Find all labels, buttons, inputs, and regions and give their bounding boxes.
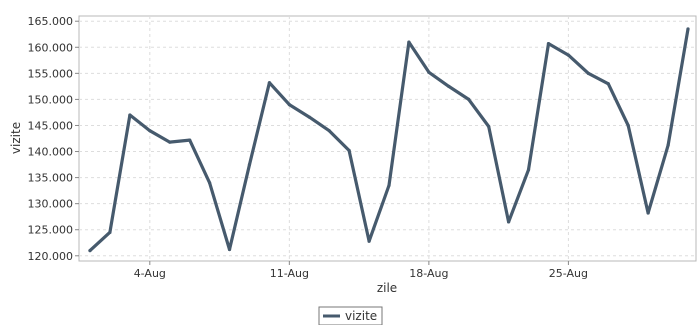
data-point — [88, 248, 92, 253]
x-tick-label: 11-Aug — [270, 267, 309, 280]
data-point — [168, 140, 172, 144]
data-point — [387, 183, 391, 188]
x-tick-label: 4-Aug — [134, 267, 166, 280]
data-point — [327, 129, 331, 133]
x-axis-label: zile — [377, 281, 397, 295]
y-tick-label: 135.000 — [28, 172, 74, 185]
y-tick-label: 130.000 — [28, 198, 74, 211]
data-point — [247, 162, 252, 167]
data-point — [267, 81, 271, 85]
data-point — [447, 84, 451, 88]
data-point — [307, 115, 311, 119]
y-tick-label: 160.000 — [28, 41, 74, 54]
x-axis: 4-Aug 11-Aug 18-Aug 25-Aug — [134, 261, 588, 280]
plot-area — [78, 15, 697, 262]
data-point — [227, 247, 232, 252]
y-tick-label: 140.000 — [28, 146, 74, 159]
data-point — [626, 123, 630, 128]
legend-label: vizite — [345, 309, 377, 323]
x-tick-label: 25-Aug — [549, 267, 588, 280]
series-layer — [88, 27, 690, 253]
grid-lines — [79, 16, 696, 261]
y-tick-label: 155.000 — [28, 67, 74, 80]
data-point — [606, 82, 610, 86]
y-tick-label: 125.000 — [28, 224, 74, 237]
data-point — [646, 211, 650, 215]
data-point — [566, 53, 571, 57]
data-point — [526, 168, 531, 172]
data-point — [287, 103, 291, 107]
data-point — [128, 113, 132, 117]
y-axis-label: vizite — [9, 122, 23, 154]
y-axis: 120.000 125.000 130.000 135.000 140.000 145.0… — [28, 15, 79, 263]
data-point — [347, 148, 351, 153]
data-point — [188, 138, 192, 142]
data-point — [427, 70, 431, 74]
x-tick-label: 18-Aug — [409, 267, 448, 280]
y-tick-label: 145.000 — [28, 119, 74, 132]
y-tick-label: 150.000 — [28, 93, 74, 106]
data-point — [148, 129, 152, 133]
data-point — [686, 27, 690, 31]
data-point — [546, 42, 551, 46]
data-point — [507, 220, 511, 224]
y-tick-label: 120.000 — [28, 250, 74, 263]
data-point — [367, 239, 371, 243]
data-point — [407, 40, 411, 44]
data-point — [467, 97, 471, 102]
legend: vizite — [318, 306, 383, 326]
data-point — [586, 71, 590, 75]
data-point — [208, 181, 212, 185]
data-point — [666, 143, 670, 147]
data-point — [487, 124, 491, 129]
y-tick-label: 165.000 — [28, 15, 74, 28]
data-point — [108, 230, 112, 234]
